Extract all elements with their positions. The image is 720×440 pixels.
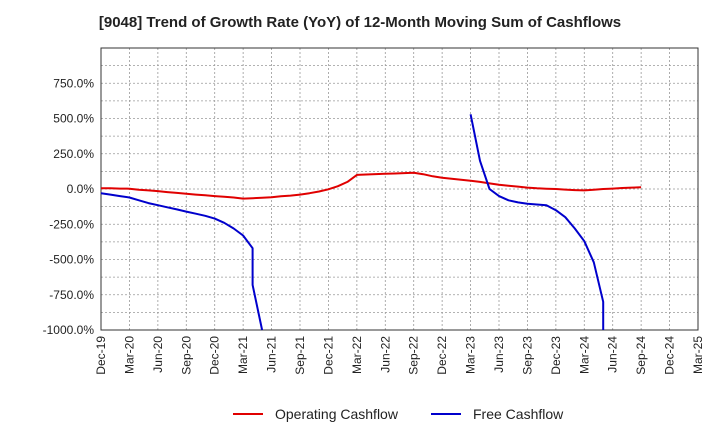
y-tick-label: 0.0%: [67, 182, 95, 196]
series-line-free-cashflow: [469, 114, 605, 330]
y-tick-label: 250.0%: [53, 147, 94, 161]
x-tick-label: Sep-24: [634, 336, 648, 375]
series-line-free-cashflow: [100, 192, 264, 331]
x-tick-label: Jun-23: [492, 336, 506, 373]
legend-label: Free Cashflow: [473, 406, 564, 422]
x-tick-label: Dec-22: [435, 336, 449, 375]
x-tick-label: Mar-23: [464, 336, 478, 374]
y-tick-label: 500.0%: [53, 112, 94, 126]
legend-label: Operating Cashflow: [275, 406, 399, 422]
x-tick-label: Mar-24: [577, 336, 591, 374]
x-tick-label: Mar-20: [122, 336, 136, 374]
x-tick-label: Jun-24: [606, 336, 620, 373]
x-tick-label: Sep-20: [179, 336, 193, 375]
x-tick-label: Dec-24: [663, 336, 677, 375]
y-tick-label: -250.0%: [49, 217, 94, 231]
x-tick-label: Sep-23: [520, 336, 534, 375]
x-tick-label: Dec-19: [94, 336, 108, 375]
x-axis-labels: Dec-19 Mar-20 Jun-20 Sep-20 Dec-20 Mar-21 Jun-…: [94, 336, 705, 375]
x-tick-label: Dec-20: [208, 336, 222, 375]
legend: Operating Cashflow Free Cashflow: [233, 406, 564, 422]
chart-title: [9048] Trend of Growth Rate (YoY) of 12-…: [98, 14, 622, 31]
y-tick-label: -1000.0%: [43, 323, 95, 337]
x-tick-label: Sep-22: [407, 336, 421, 375]
x-tick-label: Mar-21: [236, 336, 250, 374]
x-tick-label: Mar-22: [350, 336, 364, 374]
y-tick-label: -500.0%: [49, 253, 94, 267]
x-tick-label: Dec-23: [549, 336, 563, 375]
x-tick-label: Mar-25: [691, 336, 705, 374]
x-tick-label: Jun-21: [265, 336, 279, 373]
y-tick-label: -750.0%: [49, 288, 94, 302]
series-line-operating-cashflow: [101, 171, 642, 200]
grid: [100, 47, 699, 331]
x-tick-label: Dec-21: [321, 336, 335, 375]
series-lines: [100, 114, 642, 331]
y-tick-label: 750.0%: [53, 76, 94, 90]
x-tick-label: Jun-22: [378, 336, 392, 373]
x-tick-label: Sep-21: [293, 336, 307, 375]
x-tick-label: Jun-20: [151, 336, 165, 373]
y-axis-labels: 750.0% 500.0% 250.0% 0.0% -250.0% -500.0% -750…: [43, 76, 95, 337]
